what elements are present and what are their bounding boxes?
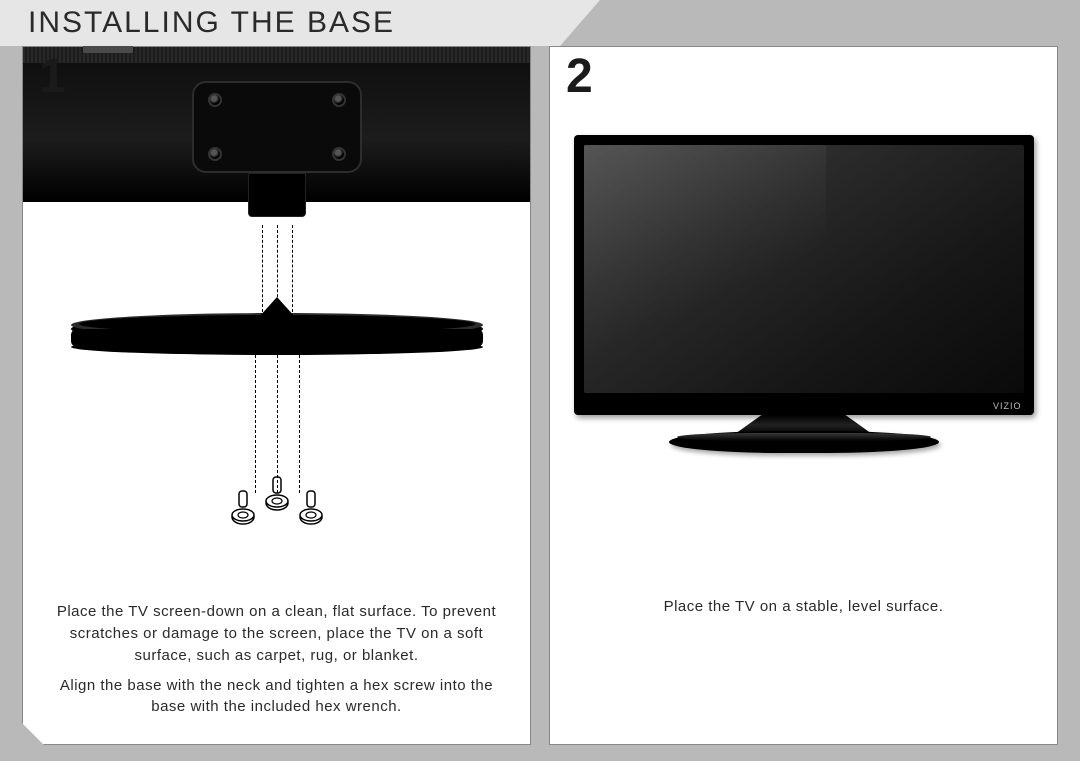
page-title: INSTALLING THE BASE (28, 6, 395, 40)
step1-illustration (37, 57, 516, 601)
tv-brand-label: VIZIO (993, 401, 1022, 411)
panel-step-2: 2 VIZIO Place the TV on a stable, level … (549, 46, 1058, 745)
base-plate (67, 311, 487, 355)
arrowhead-icon (259, 297, 295, 317)
stand-base (669, 431, 939, 453)
caption-line: Align the base with the neck and tighten… (43, 675, 510, 719)
mount-hole-icon (208, 93, 222, 107)
screw-icon (298, 489, 324, 529)
step2-illustration: VIZIO (564, 57, 1043, 596)
caption-line: Place the TV screen-down on a clean, fla… (43, 601, 510, 666)
step2-caption: Place the TV on a stable, level surface. (564, 596, 1043, 626)
mount-hole-icon (208, 147, 222, 161)
step1-caption: Place the TV screen-down on a clean, fla… (37, 601, 516, 726)
title-banner: INSTALLING THE BASE (0, 0, 600, 46)
tv-screen (584, 145, 1024, 393)
tv-front: VIZIO (574, 135, 1034, 415)
screw-icon (230, 489, 256, 529)
panel-step-1: 1 (22, 46, 531, 745)
tv-back (23, 47, 530, 202)
step-number: 2 (566, 53, 593, 101)
step-number: 1 (39, 53, 66, 101)
panels-container: 1 (22, 46, 1058, 745)
mount-hole-icon (332, 93, 346, 107)
guide-line-icon (255, 355, 256, 493)
mount-hole-icon (332, 147, 346, 161)
guide-line-icon (299, 355, 300, 493)
guide-line-icon (277, 355, 278, 493)
screws-group (230, 489, 324, 529)
tv-neck (248, 173, 306, 217)
caption-line: Place the TV on a stable, level surface. (570, 596, 1037, 618)
tv-front-assembly: VIZIO (574, 135, 1034, 457)
mount-plate (192, 81, 362, 173)
